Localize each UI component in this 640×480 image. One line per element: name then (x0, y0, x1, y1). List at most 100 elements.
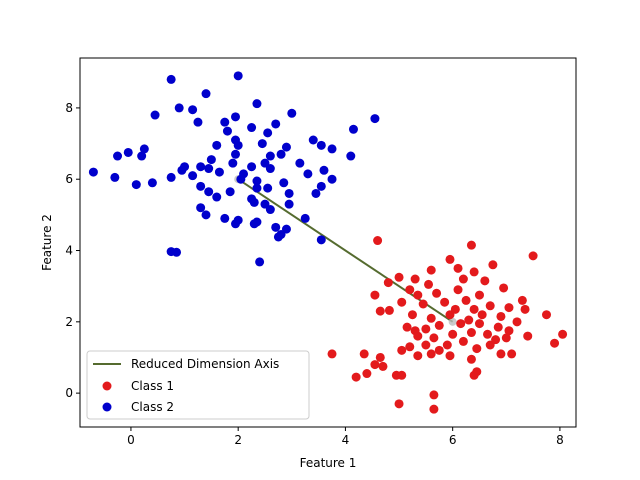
scatter-point-class-1 (421, 340, 431, 350)
scatter-point-class-2 (236, 174, 246, 184)
scatter-point-class-1 (413, 290, 423, 300)
scatter-point-class-2 (222, 126, 232, 136)
scatter-point-class-1 (485, 301, 495, 311)
scatter-point-class-1 (445, 254, 455, 264)
scatter-point-class-1 (429, 390, 439, 400)
scatter-point-class-2 (177, 165, 187, 175)
scatter-point-class-2 (252, 183, 262, 193)
scatter-point-class-1 (445, 351, 455, 361)
scatter-point-class-2 (166, 74, 176, 84)
scatter-point-class-1 (469, 304, 479, 314)
scatter-point-class-2 (123, 147, 133, 157)
scatter-point-class-2 (172, 247, 182, 257)
scatter-point-class-1 (458, 274, 468, 284)
scatter-point-class-2 (271, 119, 281, 129)
scatter-point-class-2 (273, 232, 283, 242)
scatter-point-class-1 (362, 369, 372, 379)
y-axis-title: Feature 2 (40, 214, 54, 271)
legend: Reduced Dimension Axis Class 1 Class 2 (86, 350, 310, 420)
scatter-point-class-1 (488, 260, 498, 270)
legend-box (86, 350, 310, 420)
scatter-point-class-2 (308, 135, 318, 145)
scatter-point-class-2 (284, 199, 294, 209)
scatter-point-class-1 (550, 338, 560, 348)
scatter-point-class-2 (150, 110, 160, 120)
scatter-point-class-2 (247, 123, 257, 133)
scatter-point-class-2 (319, 165, 329, 175)
scatter-point-class-1 (424, 279, 434, 289)
scatter-point-class-2 (188, 171, 198, 181)
x-tick-label: 8 (556, 433, 564, 447)
scatter-point-class-1 (394, 272, 404, 282)
scatter-point-class-2 (271, 222, 281, 232)
scatter-point-class-1 (499, 283, 509, 293)
scatter-point-class-2 (233, 140, 243, 150)
scatter-point-class-1 (474, 290, 484, 300)
scatter-point-class-1 (442, 340, 452, 350)
y-tick-label: 8 (65, 101, 73, 115)
scatter-point-class-2 (255, 257, 265, 267)
scatter-point-class-1 (407, 310, 417, 320)
scatter-point-class-1 (474, 319, 484, 329)
scatter-point-class-1 (448, 329, 458, 339)
scatter-point-class-1 (504, 326, 514, 336)
scatter-point-class-2 (252, 176, 262, 186)
scatter-point-class-2 (212, 140, 222, 150)
scatter-point-class-2 (166, 172, 176, 182)
scatter-point-class-2 (316, 181, 326, 191)
scatter-point-class-1 (426, 265, 436, 275)
scatter-point-class-1 (466, 328, 476, 338)
scatter-point-class-2 (225, 187, 235, 197)
y-axis: 0 2 4 6 8 (65, 101, 80, 400)
plot-area (88, 71, 568, 414)
scatter-point-class-1 (472, 344, 482, 354)
scatter-point-class-1 (373, 236, 383, 246)
scatter-point-class-1 (434, 320, 444, 330)
scatter-point-class-1 (413, 331, 423, 341)
scatter-point-class-1 (413, 351, 423, 361)
scatter-point-class-1 (432, 288, 442, 298)
scatter-point-class-2 (300, 213, 310, 223)
scatter-point-class-2 (263, 183, 273, 193)
scatter-point-class-1 (384, 305, 394, 315)
scatter-point-class-1 (327, 349, 337, 359)
scatter-point-class-1 (496, 349, 506, 359)
legend-label-class-1: Class 1 (131, 379, 174, 393)
scatter-point-class-2 (214, 167, 224, 177)
scatter-point-class-2 (284, 188, 294, 198)
scatter-point-class-1 (464, 315, 474, 325)
scatter-point-class-2 (201, 210, 211, 220)
scatter-point-class-1 (496, 311, 506, 321)
scatter-point-class-2 (279, 178, 289, 188)
y-tick-label: 4 (65, 244, 73, 258)
x-axis: 0 2 4 6 8 (127, 427, 564, 447)
scatter-point-class-2 (316, 235, 326, 245)
x-tick-label: 2 (234, 433, 242, 447)
scatter-point-class-2 (113, 151, 123, 161)
y-tick-label: 0 (65, 386, 73, 400)
scatter-point-class-1 (429, 404, 439, 414)
scatter-point-class-1 (493, 322, 503, 332)
scatter-point-class-1 (429, 333, 439, 343)
scatter-point-class-1 (523, 331, 533, 341)
scatter-point-class-2 (276, 149, 286, 159)
scatter-point-class-2 (137, 151, 147, 161)
scatter-point-class-1 (370, 290, 380, 300)
scatter-point-class-1 (469, 267, 479, 277)
y-tick-label: 2 (65, 315, 73, 329)
axis-endpoint-marker (448, 317, 457, 326)
scatter-point-class-2 (257, 139, 267, 149)
scatter-point-class-2 (295, 158, 305, 168)
scatter-point-class-1 (453, 285, 463, 295)
scatter-point-class-2 (231, 149, 241, 159)
scatter-point-class-2 (204, 187, 214, 197)
scatter-point-class-1 (456, 319, 466, 329)
scatter-point-class-1 (542, 310, 552, 320)
scatter-point-class-1 (483, 329, 493, 339)
scatter-point-class-1 (397, 297, 407, 307)
scatter-point-class-1 (517, 295, 527, 305)
scatter-point-class-2 (196, 203, 206, 213)
scatter-point-class-2 (281, 142, 291, 152)
legend-label-class-2: Class 2 (131, 400, 174, 414)
